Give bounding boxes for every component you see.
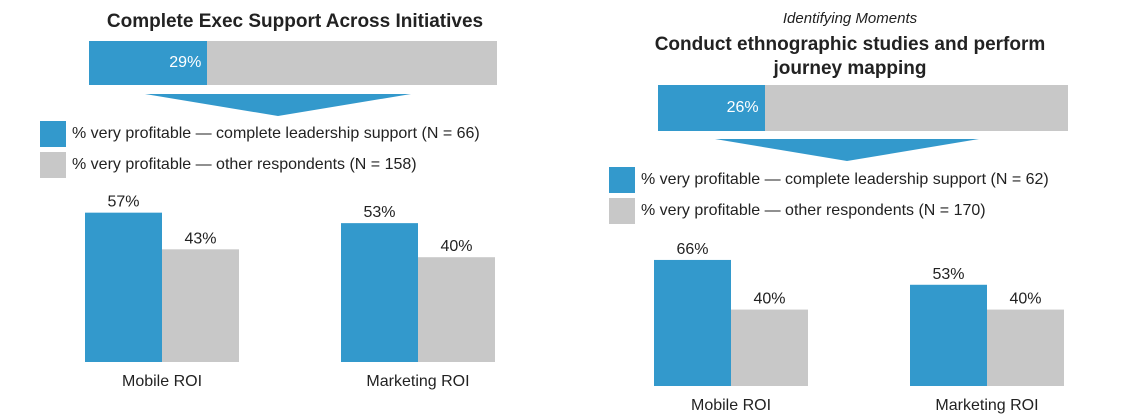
bar-other-marketing-roi: [987, 309, 1064, 386]
category-label: Mobile ROI: [691, 397, 771, 414]
right-bar-chart: 66% 40% Mobile ROI 53% 40% Marketing ROI: [654, 241, 1064, 414]
bar-other-mobile-roi: [162, 249, 239, 362]
right-funnel-arrow: [715, 139, 979, 161]
legend-swatch-support: [40, 121, 66, 147]
right-overall-bar: 26%: [658, 85, 1068, 131]
bar-value-label: 40%: [1009, 291, 1041, 308]
bar-value-label: 57%: [107, 194, 139, 211]
legend-swatch-support: [609, 167, 635, 193]
bar-other-mobile-roi: [731, 309, 808, 386]
legend-label: % very profitable — complete leadership …: [72, 125, 480, 142]
left-chart-title: Complete Exec Support Across Initiatives: [106, 11, 484, 32]
right-overall-label: 26%: [726, 99, 759, 116]
left-overall-bar: 29%: [89, 41, 497, 85]
category-label: Marketing ROI: [366, 373, 469, 390]
left-overall-label: 29%: [169, 54, 202, 71]
bar-support-mobile-roi: [85, 212, 162, 362]
legend-swatch-other: [609, 198, 635, 224]
bar-value-label: 43%: [184, 230, 216, 247]
bar-other-marketing-roi: [418, 257, 495, 362]
legend-label: % very profitable — complete leadership …: [641, 171, 1049, 188]
bar-value-label: 53%: [363, 204, 395, 221]
bar-value-label: 66%: [676, 241, 708, 258]
right-chart-title: Conduct ethnographic studies and perform…: [654, 34, 1046, 79]
bar-value-label: 40%: [753, 291, 785, 308]
right-overall-fill: 26%: [658, 85, 765, 131]
right-legend-other: % very profitable — other respondents (N…: [609, 198, 986, 224]
left-legend-other: % very profitable — other respondents (N…: [40, 152, 417, 178]
left-bar-chart: 57% 43% Mobile ROI 53% 40% Marketing ROI: [85, 194, 495, 390]
bar-support-mobile-roi: [654, 259, 731, 386]
left-legend-support: % very profitable — complete leadership …: [40, 121, 480, 147]
legend-label: % very profitable — other respondents (N…: [641, 202, 986, 219]
legend-swatch-other: [40, 152, 66, 178]
left-overall-fill: 29%: [89, 41, 208, 85]
bar-value-label: 40%: [440, 238, 472, 255]
bar-value-label: 53%: [932, 266, 964, 283]
legend-label: % very profitable — other respondents (N…: [72, 156, 417, 173]
left-funnel-arrow: [145, 94, 411, 116]
left-panel: Complete Exec Support Across Initiatives…: [40, 11, 497, 390]
bar-support-marketing-roi: [910, 284, 987, 386]
right-chart-subtitle: Identifying Moments: [782, 10, 918, 27]
category-label: Mobile ROI: [122, 373, 202, 390]
right-panel: Identifying Moments Conduct ethnographic…: [590, 0, 1141, 419]
bar-support-marketing-roi: [341, 223, 418, 362]
category-label: Marketing ROI: [935, 397, 1038, 414]
right-legend-support: % very profitable — complete leadership …: [609, 167, 1049, 193]
